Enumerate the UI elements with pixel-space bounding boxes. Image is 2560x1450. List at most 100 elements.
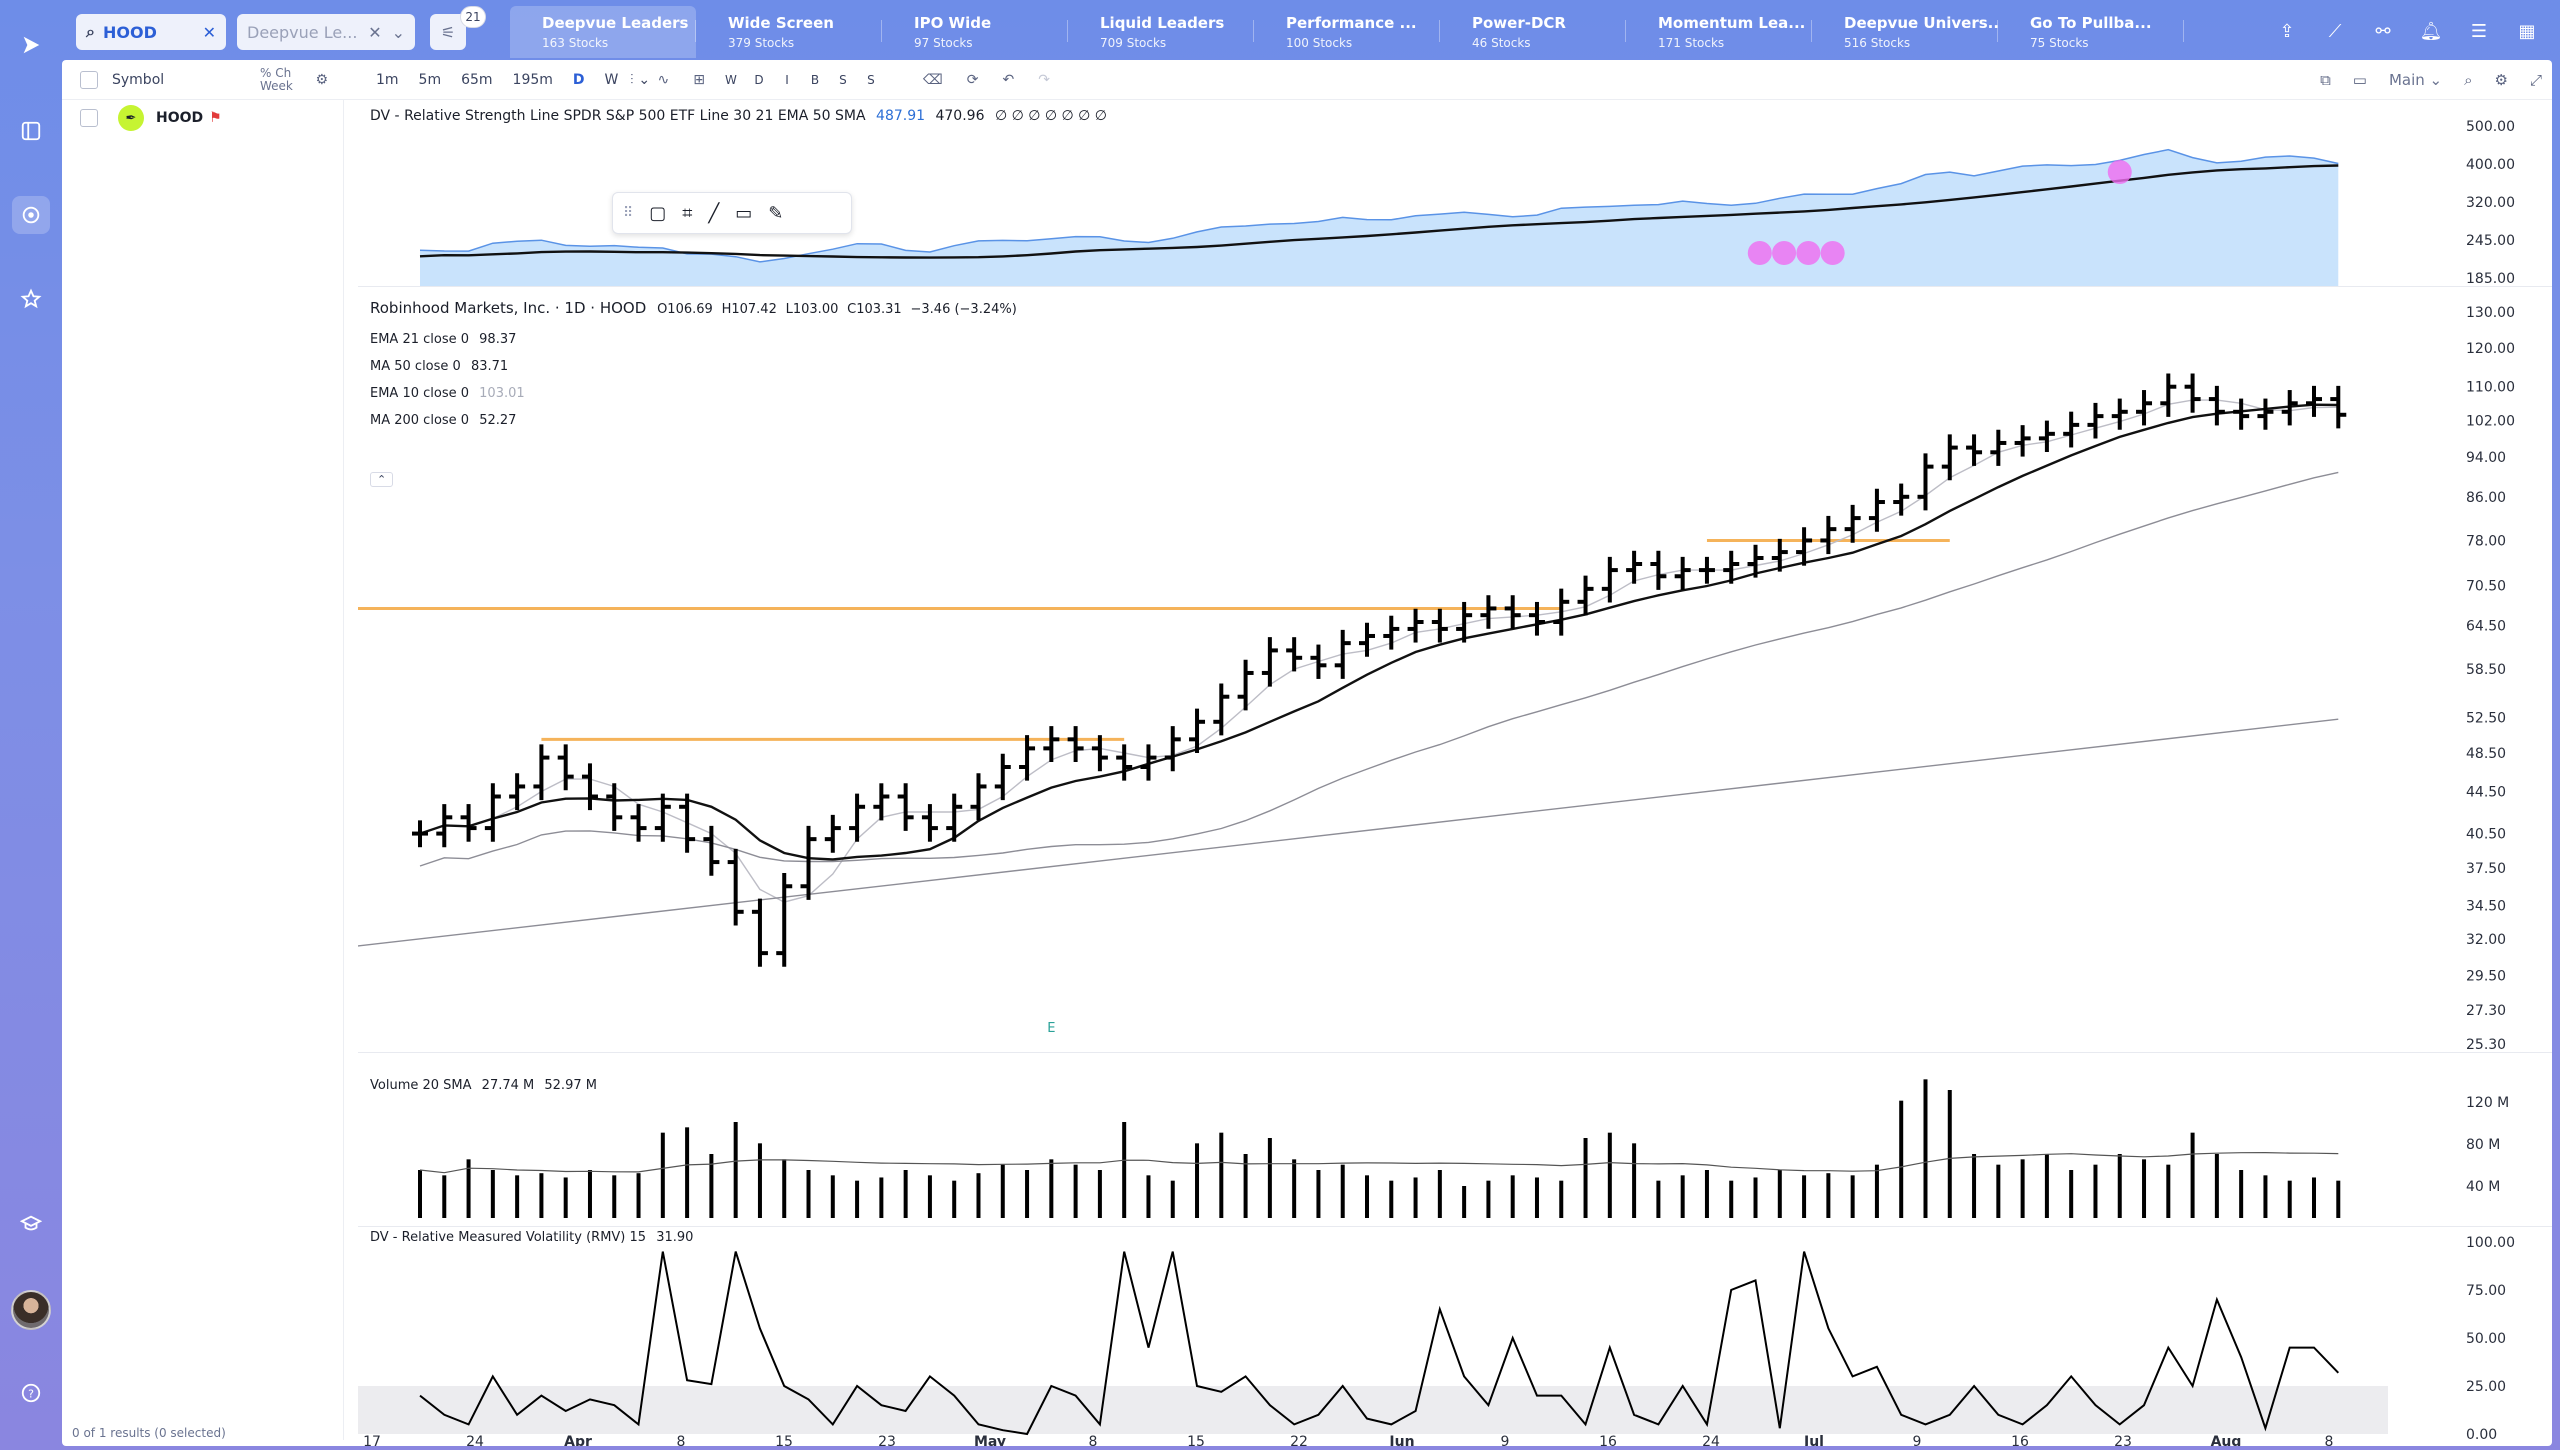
volume-bar — [2287, 1180, 2292, 1218]
pct-change-column-header[interactable]: % Ch Week — [260, 66, 293, 93]
ma200-line — [357, 718, 2339, 947]
tab-ipo-wide[interactable]: IPO Wide 97 Stocks — [882, 6, 1068, 58]
timeframe-d[interactable]: D — [572, 72, 585, 88]
timeframe-5m[interactable]: 5m — [418, 72, 442, 88]
tab-power-dcr[interactable]: Power-DCR 46 Stocks — [1440, 6, 1626, 58]
chart-canvas[interactable]: 500.00 400.00 320.00 245.00 185.00 130.00 120.… — [357, 100, 2552, 1450]
symbol-column-header[interactable]: Symbol — [112, 72, 165, 88]
education-icon[interactable] — [12, 1205, 50, 1243]
watchlist-header: Symbol % Ch Week ⚙ — [62, 60, 344, 100]
layout-select[interactable]: Main ⌄ — [2388, 71, 2443, 89]
bar-mode-5[interactable]: S — [867, 73, 875, 87]
timeframe-1m[interactable]: 1m — [376, 72, 399, 88]
volume-bar — [563, 1177, 568, 1218]
bar-mode-4[interactable]: S — [839, 73, 847, 87]
screener-icon[interactable] — [12, 196, 50, 234]
timeframe-65m[interactable]: 65m — [461, 72, 493, 88]
tab-count: 97 Stocks — [914, 36, 973, 50]
ohlc-bar — [1116, 744, 1133, 781]
tab-count: 171 Stocks — [1658, 36, 1725, 50]
tab-go-to-pullba[interactable]: Go To Pullba... 75 Stocks — [1998, 6, 2184, 58]
ema10-line — [419, 399, 2339, 903]
bell-icon[interactable]: 🔔︎ — [2419, 20, 2443, 42]
layout-icon[interactable]: ⊞ — [693, 72, 705, 88]
undo-icon[interactable]: ↶ — [1002, 72, 1015, 88]
main-legend: Robinhood Markets, Inc. · 1D · HOOD O106… — [370, 299, 1017, 317]
ma-legend-row: MA 50 close 0 83.71 — [370, 353, 525, 380]
chart-icon[interactable]: ⟋ — [2328, 20, 2342, 42]
date-axis-label: 17 — [363, 1434, 381, 1446]
volume-bar — [1292, 1159, 1297, 1218]
volume-bar — [1583, 1138, 1588, 1218]
ma-label: EMA 10 close 0 — [370, 386, 470, 401]
star-icon[interactable] — [12, 280, 50, 318]
collapse-legend-button[interactable]: ⌃ — [370, 472, 394, 487]
dashboard-icon[interactable] — [12, 112, 50, 150]
flag-icon[interactable]: ⚑ — [209, 110, 222, 126]
gear-icon[interactable]: ⚙ — [315, 72, 328, 88]
grid-icon[interactable]: ▦ — [2518, 20, 2536, 42]
chart-area[interactable]: 500.00 400.00 320.00 245.00 185.00 130.00 120.… — [357, 100, 2552, 1450]
line-tool-icon[interactable]: ╱ — [708, 202, 720, 224]
rectangle-tool-icon[interactable]: ▢ — [649, 202, 667, 224]
ohlc-bar — [2160, 373, 2177, 417]
chevron-down-icon[interactable]: ⌄ — [391, 22, 405, 42]
tab-wide-screen[interactable]: Wide Screen 379 Stocks — [696, 6, 882, 58]
close-icon[interactable]: ✕ — [202, 22, 216, 42]
ma-label: EMA 21 close 0 — [370, 332, 470, 347]
volume-bar — [1146, 1175, 1151, 1218]
table-row[interactable]: ✒ HOOD ⚑ — [62, 100, 344, 136]
folder-icon[interactable]: ▭ — [2352, 71, 2367, 89]
copy-icon[interactable]: ⧉ — [2320, 71, 2331, 89]
tab-momentum-lea[interactable]: Momentum Lea... 171 Stocks — [1626, 6, 1812, 58]
ohlc-bar — [533, 744, 550, 801]
date-axis-label: 8 — [1089, 1434, 1098, 1446]
avatar[interactable] — [11, 1290, 51, 1330]
help-icon[interactable]: ? — [12, 1374, 50, 1412]
refresh-icon[interactable]: ⟳ — [966, 72, 979, 88]
volume-bar — [976, 1173, 981, 1218]
ohlc-bar — [1893, 483, 1910, 516]
price-axis-label: 29.50 — [2466, 968, 2506, 984]
row-checkbox[interactable] — [80, 109, 98, 127]
logo-icon[interactable] — [12, 26, 50, 64]
fullscreen-icon[interactable]: ⤢ — [2529, 71, 2542, 89]
chevron-down-icon[interactable]: ⌄ — [638, 72, 651, 88]
zoom-icon[interactable]: ⌕ — [2464, 71, 2473, 89]
timeframe-195m[interactable]: 195m — [512, 72, 553, 88]
bar-mode-1[interactable]: D — [754, 73, 764, 87]
redo-icon[interactable]: ↷ — [1038, 72, 1050, 88]
settings-icon[interactable]: ⚙ — [2494, 71, 2508, 89]
eraser-icon[interactable]: ⌫ — [922, 72, 943, 88]
volume-bar — [1753, 1177, 1758, 1218]
watchlist-select[interactable]: Deepvue Le... ✕ ⌄ — [237, 14, 415, 50]
volume-bar — [1122, 1122, 1127, 1218]
share-icon[interactable]: ⇪ — [2279, 20, 2295, 42]
tab-deepvue-leaders[interactable]: Deepvue Leaders 163 Stocks — [510, 6, 696, 58]
close-icon[interactable]: ✕ — [368, 22, 382, 42]
tab-label: Deepvue Leaders — [542, 14, 689, 32]
symbol-search-input[interactable]: ⌕ HOOD ✕ — [76, 14, 226, 50]
drag-handle-icon[interactable]: ⠿ — [623, 205, 634, 221]
ohlc-bar — [921, 804, 938, 842]
list-icon[interactable]: ☰ — [2470, 20, 2488, 42]
bar-mode-0[interactable]: W — [725, 73, 737, 87]
select-all-checkbox[interactable] — [80, 71, 98, 89]
tab-deepvue-univers[interactable]: Deepvue Univers... 516 Stocks — [1812, 6, 1998, 58]
timeframe-w[interactable]: W — [604, 72, 619, 88]
tab-liquid-leaders[interactable]: Liquid Leaders 709 Stocks — [1068, 6, 1254, 58]
bar-mode-2[interactable]: I — [785, 73, 789, 87]
comment-tool-icon[interactable]: ▭ — [735, 202, 753, 224]
bar-style-icon[interactable]: ⫶ — [630, 72, 634, 88]
tab-performance[interactable]: Performance ... 100 Stocks — [1254, 6, 1440, 58]
bar-mode-3[interactable]: B — [810, 73, 820, 87]
brush-tool-icon[interactable]: ✎ — [768, 202, 784, 224]
volume-bar — [1316, 1170, 1321, 1218]
volume-bar — [1923, 1079, 1928, 1218]
volume-bar — [2214, 1154, 2219, 1218]
fib-tool-icon[interactable]: ⌗ — [682, 202, 693, 224]
ohlc-bar — [1601, 556, 1618, 603]
drawing-icon[interactable]: ⚯ — [2375, 20, 2391, 42]
indicators-icon[interactable]: ∿ — [657, 72, 670, 88]
tab-count: 75 Stocks — [2030, 36, 2089, 50]
